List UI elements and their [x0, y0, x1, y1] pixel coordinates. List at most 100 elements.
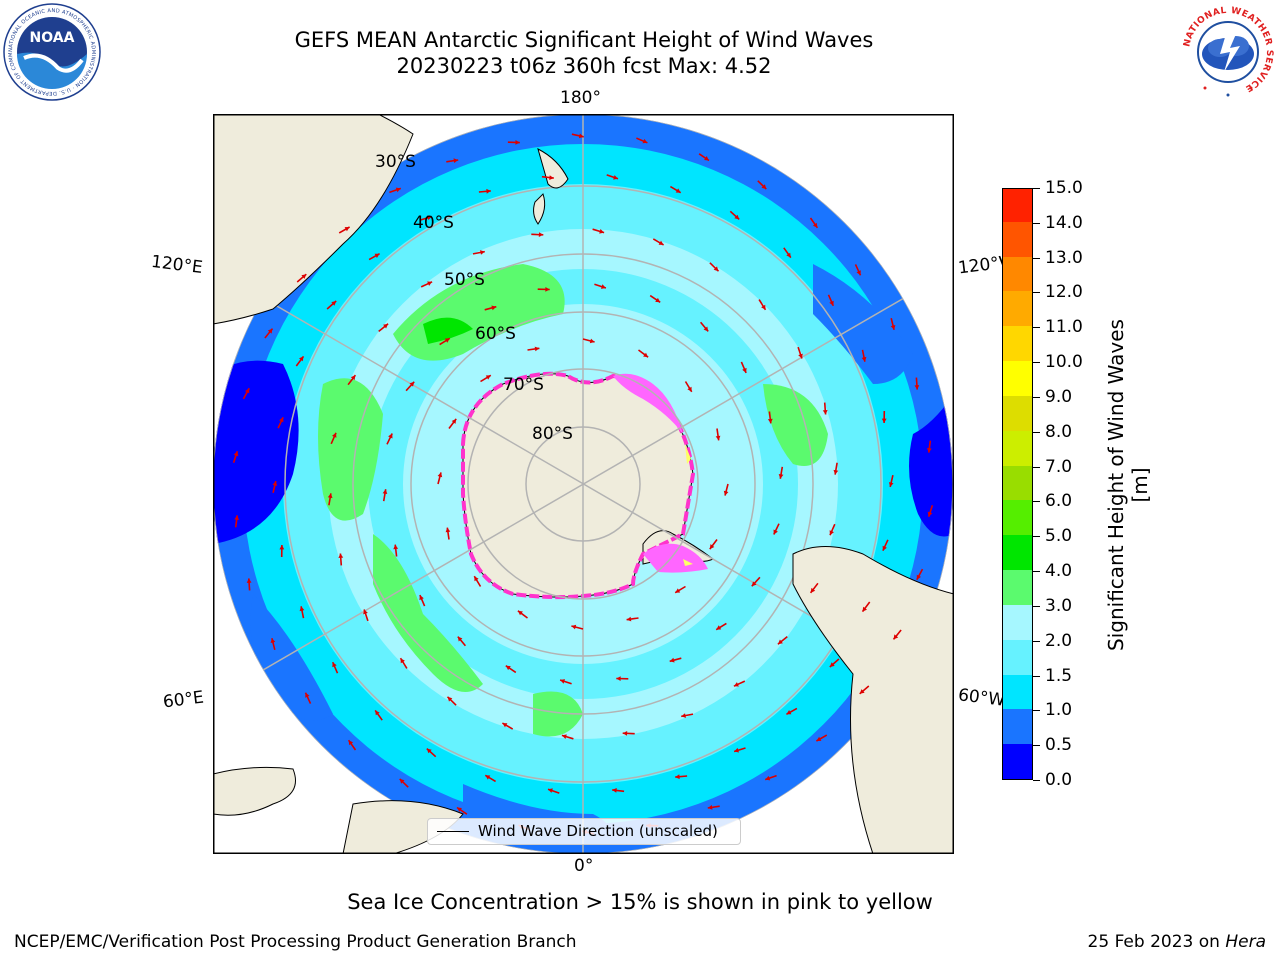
colorbar-tick	[1033, 780, 1040, 781]
colorbar-segment	[1003, 743, 1032, 779]
wave-direction-arrowhead	[742, 367, 747, 373]
wave-direction-arrowhead	[810, 587, 816, 593]
wave-direction-arrowhead	[246, 578, 252, 583]
wave-direction-arrowhead	[733, 682, 739, 687]
colorbar-segment	[1003, 499, 1032, 536]
map-border	[213, 114, 954, 854]
wave-direction-arrowhead	[916, 574, 921, 580]
wave-direction-arrowhead	[388, 433, 393, 439]
wave-direction-arrowhead	[786, 710, 792, 715]
wave-direction-arrowhead	[751, 581, 757, 587]
colorbar-tick	[1033, 431, 1040, 433]
wave-direction-arrowhead	[798, 353, 803, 359]
polar-map	[213, 114, 954, 854]
wave-direction-arrowhead	[778, 474, 784, 479]
wave-direction-arrowhead	[279, 417, 284, 423]
colorbar-segment	[1003, 639, 1032, 675]
wave-direction-arrowhead	[833, 469, 839, 475]
colorbar-segment	[1003, 604, 1032, 640]
colorbar-tick	[1033, 605, 1040, 607]
colorbar-segment	[1003, 189, 1032, 222]
wave-direction-arrowhead	[457, 807, 462, 812]
wave-direction-arrowhead	[457, 636, 463, 642]
colorbar-tick-label: 10.0	[1045, 352, 1083, 373]
wave-direction-arrowhead	[338, 553, 344, 558]
wave-direction-arrowhead	[485, 375, 491, 380]
wave-direction-arrowhead	[485, 775, 491, 780]
lat-label-30s: 30°S	[375, 152, 416, 172]
sea-ice-note: Sea Ice Concentration > 15% is shown in …	[347, 890, 933, 914]
wave-direction-arrowhead	[393, 544, 399, 550]
wave-direction-arrowhead	[613, 175, 618, 180]
chart-subtitle: 20230223 t06z 360h fcst Max: 4.52	[396, 54, 772, 78]
wave-direction-arrowhead	[616, 676, 621, 681]
wave-direction-arrowhead	[549, 175, 554, 180]
lon-label-0: 0°	[574, 856, 594, 876]
wind-wave-direction-arrows	[232, 133, 934, 835]
wave-direction-arrowhead	[704, 156, 709, 161]
wave-direction-arrowhead	[344, 227, 350, 232]
wave-direction-arrowhead	[375, 710, 380, 716]
wave-direction-arrowhead	[626, 616, 632, 622]
wave-direction-arrowhead	[350, 375, 356, 381]
wave-direction-arrowhead	[829, 300, 834, 306]
lon-label-60e: 60°E	[161, 687, 205, 713]
high-wave-patch-2	[318, 378, 383, 521]
sea-ice-yellow-2	[683, 559, 693, 566]
wave-direction-arrowhead	[812, 222, 818, 228]
colorbar-segment	[1003, 569, 1032, 605]
nws-logo-graphic: NATIONAL WEATHER SERVICE	[1181, 5, 1275, 99]
wave-direction-arrowhead	[777, 639, 783, 645]
colorbar-segment	[1003, 360, 1032, 396]
wave-direction-arrowhead	[502, 723, 508, 728]
wave-direction-arrowhead	[687, 386, 692, 392]
wave-direction-arrowhead	[761, 184, 767, 190]
wave-direction-arrowhead	[233, 451, 239, 457]
south-america-landmass	[792, 546, 954, 854]
wave-direction-arrowhead	[305, 692, 310, 698]
nws-logo: NATIONAL WEATHER SERVICE	[1178, 2, 1278, 102]
colorbar-segment	[1003, 674, 1032, 710]
wave-direction-arrowhead	[437, 472, 443, 478]
high-wave-patch-3	[373, 534, 483, 692]
wave-direction-arrowhead	[445, 527, 451, 533]
wave-direction-arrowhead	[383, 323, 389, 329]
wave-direction-arrowhead	[675, 188, 681, 193]
wave-direction-arrowhead	[773, 529, 778, 535]
colorbar-tick-label: 7.0	[1045, 456, 1073, 477]
wave-direction-arrowhead	[234, 515, 239, 520]
wave-direction-arrowhead	[419, 595, 424, 601]
wave-direction-arrowhead	[327, 493, 333, 499]
colorbar-segment	[1003, 256, 1032, 292]
colorbar-tick-label: 3.0	[1045, 595, 1073, 616]
wave-direction-arrowhead	[400, 658, 405, 664]
colorbar-tick	[1033, 222, 1040, 224]
colorbar-tick-label: 1.0	[1045, 700, 1073, 721]
lat-label-80s: 80°S	[532, 424, 573, 444]
colorbar-tick	[1033, 745, 1040, 747]
wave-direction-arrowhead	[491, 305, 497, 311]
wave-direction-arrowhead	[589, 338, 595, 344]
colorbar-tick	[1033, 188, 1040, 189]
wave-direction-arrowhead	[655, 297, 661, 303]
wave-direction-arrowhead	[767, 418, 773, 424]
colorbar-segment	[1003, 290, 1032, 327]
run-date: 25 Feb 2023 on	[1087, 932, 1226, 952]
wave-direction-arrowhead	[914, 385, 920, 390]
wave-direction-arrowhead	[829, 662, 835, 667]
legend-label: Wind Wave Direction (unscaled)	[478, 822, 718, 840]
wave-direction-arrowhead	[480, 250, 485, 255]
colorbar-tick	[1033, 710, 1040, 712]
wave-direction-arrowhead	[505, 665, 511, 671]
wave-direction-arrowhead	[272, 481, 278, 486]
colorbar-tick-label: 4.0	[1045, 561, 1073, 582]
wave-direction-arrowhead	[299, 356, 304, 362]
wave-direction-arrowhead	[927, 448, 932, 453]
colorbar-tick-label: 12.0	[1045, 282, 1083, 303]
colorbar-tick	[1033, 501, 1040, 503]
wave-direction-arrowhead	[399, 778, 405, 784]
wave-direction-arrowhead	[426, 748, 432, 754]
wave-direction-arrowhead	[279, 545, 285, 550]
lon-label-60w: 60°W	[956, 685, 1006, 711]
machine-name: Hera	[1225, 932, 1266, 952]
